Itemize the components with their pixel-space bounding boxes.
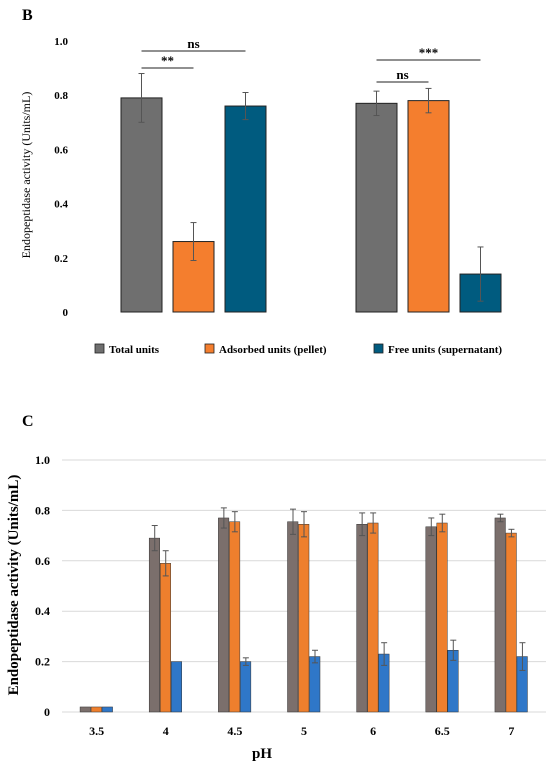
panel-c-bar: [90, 706, 102, 713]
panel-b-significance-label: ns: [187, 36, 199, 51]
panel-c-x-tick-label: 3.5: [89, 724, 104, 738]
panel-c-bar: [309, 656, 321, 713]
panel-c-y-tick-label: 1.0: [35, 453, 50, 467]
panel-c-x-tick-label: 4: [163, 724, 169, 738]
panel-c-x-tick-label: 6: [370, 724, 376, 738]
panel-c-bar: [79, 706, 91, 713]
panel-c-y-axis-title: Endopeptidase activity (Units/mL): [6, 475, 22, 696]
panel-c-x-tick-label: 6.5: [435, 724, 450, 738]
panel-b-y-tick-label: 0.2: [54, 253, 68, 265]
panel-b-bar: [224, 105, 267, 313]
panel-b-bar: [355, 102, 398, 313]
panel-c-bar: [494, 517, 506, 713]
panel-b-legend-label: Adsorbed units (pellet): [219, 344, 327, 356]
panel-b-y-tick-label: 1.0: [54, 36, 68, 48]
panel-b-significance-label: ***: [419, 45, 439, 60]
panel-b-bar: [120, 97, 163, 313]
panel-c-bar: [218, 517, 230, 713]
panel-c-x-tick-label: 4.5: [227, 724, 242, 738]
panel-b-legend-swatch: [94, 343, 105, 354]
panel-b-y-tick-label: 0.8: [54, 90, 68, 102]
panel-b-y-tick-label: 0: [63, 307, 69, 319]
panel-b-legend-swatch: [204, 343, 215, 354]
panel-c-bar: [240, 661, 252, 713]
panel-c-chart: C Endopeptidase activity (Units/mL) 0 0.2…: [6, 413, 546, 762]
panel-c-y-tick-label: 0: [44, 705, 50, 719]
panel-b-bar: [407, 100, 450, 313]
panel-b-y-tick-label: 0.4: [54, 199, 68, 211]
panel-c-y-tick-label: 0.2: [35, 655, 50, 669]
panel-b-significance-label: ns: [396, 67, 408, 82]
panel-c-bar: [148, 537, 160, 713]
panel-c-y-tick-label: 0.8: [35, 503, 50, 517]
panel-c-bar: [229, 521, 241, 713]
panel-b-legend-label: Free units (supernatant): [388, 344, 502, 356]
panel-c-x-tick-label: 5: [301, 724, 307, 738]
panel-b-chart: B Endopeptidase activity (Units/mL) 0 0.2…: [19, 7, 502, 356]
panel-b-legend-swatch: [373, 343, 384, 354]
panel-c-bar: [425, 526, 437, 713]
panel-c-bar: [356, 524, 368, 713]
panel-c-x-tick-label: 7: [508, 724, 514, 738]
panel-c-bar: [170, 661, 182, 713]
panel-c-bar: [367, 522, 379, 713]
panel-c-bar: [298, 524, 310, 713]
panel-c-y-tick-label: 0.6: [35, 554, 50, 568]
panel-c-y-tick-label: 0.4: [35, 604, 50, 618]
panel-b-significance-label: **: [161, 53, 174, 68]
panel-c-label: C: [22, 413, 34, 430]
panel-b-label: B: [22, 7, 33, 24]
panel-b-y-tick-label: 0.6: [54, 144, 68, 156]
panel-c-bar: [101, 706, 113, 713]
panel-b-y-axis-title: Endopeptidase activity (Units/mL): [19, 92, 33, 259]
panel-c-bar: [287, 521, 299, 713]
panel-c-bar: [159, 563, 171, 713]
panel-c-x-axis-title: pH: [252, 746, 272, 762]
panel-c-bar: [436, 522, 448, 713]
panel-b-legend: Total units Adsorbed units (pellet) Free u…: [94, 343, 502, 356]
panel-c-bar: [505, 532, 517, 713]
panel-b-legend-label: Total units: [109, 344, 160, 356]
